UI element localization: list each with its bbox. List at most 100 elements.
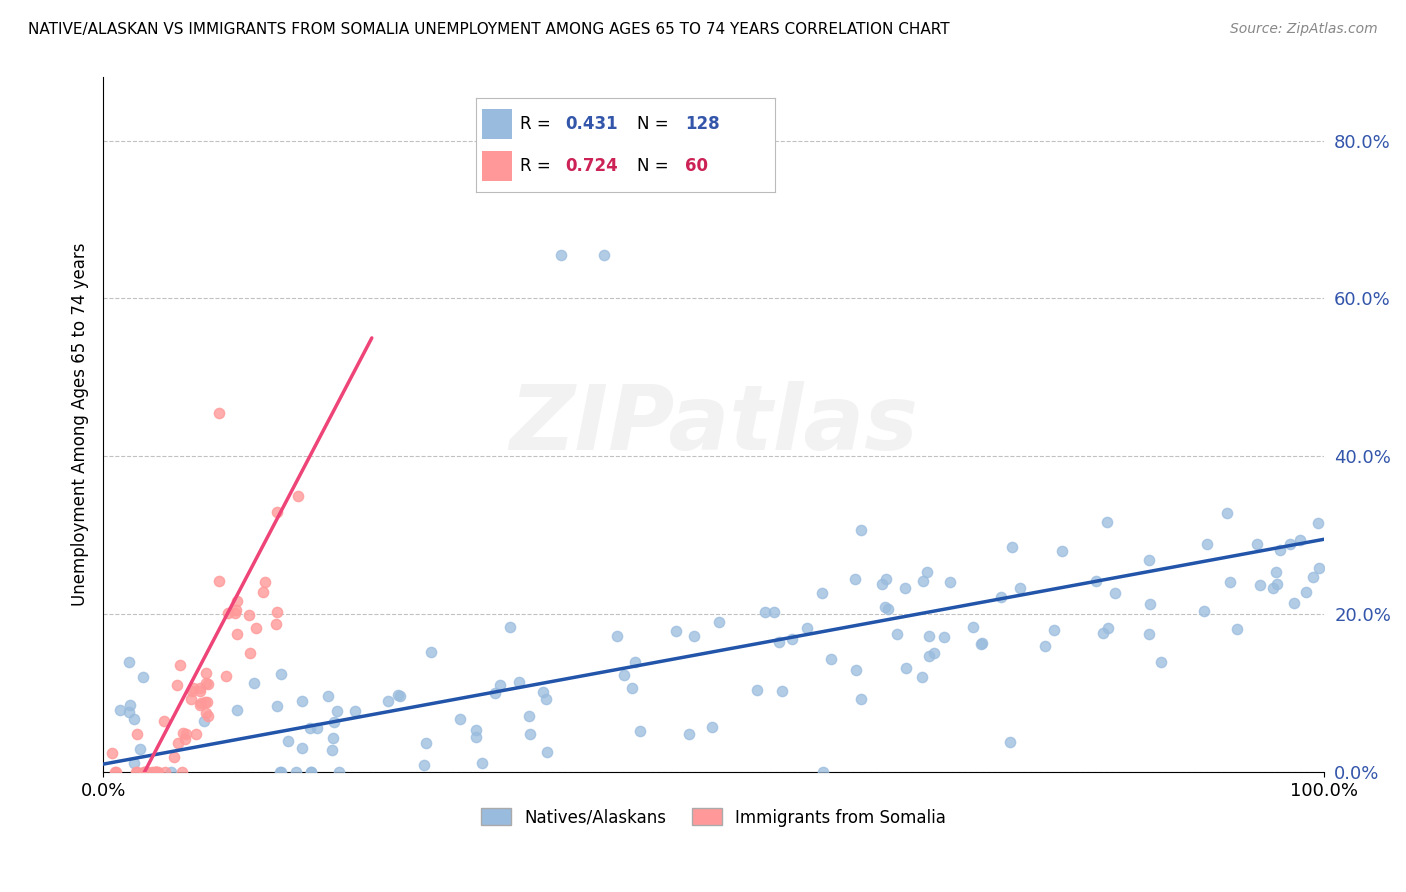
Point — [1265, 577, 1288, 591]
Point — [1092, 626, 1115, 640]
Point — [285, 765, 308, 780]
Point — [174, 727, 197, 741]
Point — [132, 765, 155, 780]
Point — [190, 696, 212, 710]
Legend: Natives/Alaskans, Immigrants from Somalia: Natives/Alaskans, Immigrants from Somali… — [475, 802, 953, 833]
Point — [104, 765, 127, 780]
Point — [768, 635, 790, 649]
Point — [181, 681, 204, 695]
Point — [270, 666, 292, 681]
Point — [225, 603, 247, 617]
Point — [894, 581, 917, 595]
Point — [508, 675, 530, 690]
Point — [270, 765, 292, 780]
Point — [264, 617, 287, 632]
Point — [970, 637, 993, 651]
Point — [932, 630, 955, 644]
Point — [763, 605, 786, 619]
Point — [245, 621, 267, 635]
Point — [1195, 536, 1218, 550]
Point — [745, 683, 768, 698]
Point — [194, 665, 217, 680]
Point — [488, 678, 510, 692]
Point — [780, 632, 803, 647]
Point — [918, 649, 941, 664]
Point — [536, 745, 558, 759]
Point — [239, 646, 262, 660]
Point — [592, 248, 614, 262]
Point — [449, 712, 471, 726]
Point — [326, 704, 349, 718]
Point — [128, 741, 150, 756]
Point — [287, 489, 309, 503]
Point — [1137, 627, 1160, 641]
Point — [195, 676, 218, 690]
Point — [1137, 553, 1160, 567]
Point — [277, 734, 299, 748]
Point — [169, 657, 191, 672]
Point — [299, 765, 322, 780]
Point — [160, 765, 183, 780]
Point — [344, 704, 367, 718]
Point — [1261, 581, 1284, 595]
Point — [266, 605, 288, 619]
Point — [915, 566, 938, 580]
Point — [471, 756, 494, 770]
Point — [683, 628, 706, 642]
Point — [208, 574, 231, 588]
Point — [465, 730, 488, 744]
Point — [894, 661, 917, 675]
Point — [243, 676, 266, 690]
Point — [1289, 533, 1312, 547]
Point — [606, 629, 628, 643]
Point — [519, 727, 541, 741]
Point — [820, 652, 842, 666]
Point — [186, 727, 208, 741]
Point — [141, 765, 163, 780]
Point — [134, 765, 156, 780]
Point — [118, 655, 141, 669]
Point — [180, 692, 202, 706]
Point — [155, 765, 177, 780]
Point — [875, 572, 897, 586]
Point — [145, 765, 167, 780]
Point — [188, 698, 211, 712]
Point — [413, 758, 436, 772]
Point — [1008, 581, 1031, 595]
Point — [122, 756, 145, 770]
Point — [628, 723, 651, 738]
Point — [215, 669, 238, 683]
Point — [166, 678, 188, 692]
Point — [877, 602, 900, 616]
Point — [377, 694, 399, 708]
Point — [1084, 574, 1107, 588]
Point — [464, 723, 486, 737]
Point — [1268, 542, 1291, 557]
Point — [226, 626, 249, 640]
Point — [844, 572, 866, 586]
Point — [700, 720, 723, 734]
Point — [534, 692, 557, 706]
Point — [195, 695, 218, 709]
Point — [194, 695, 217, 709]
Point — [389, 689, 412, 703]
Point — [624, 655, 647, 669]
Point — [131, 670, 153, 684]
Point — [998, 735, 1021, 749]
Point — [1043, 623, 1066, 637]
Point — [420, 645, 443, 659]
Point — [148, 765, 170, 780]
Point — [1308, 561, 1330, 575]
Point — [217, 606, 239, 620]
Point — [484, 686, 506, 700]
Point — [1295, 585, 1317, 599]
Point — [145, 765, 167, 780]
Point — [1279, 537, 1302, 551]
Point — [387, 688, 409, 702]
Point — [870, 577, 893, 591]
Point — [299, 721, 322, 735]
Point — [104, 765, 127, 780]
Text: ZIPatlas: ZIPatlas — [509, 381, 918, 468]
Point — [254, 574, 277, 589]
Point — [118, 705, 141, 719]
